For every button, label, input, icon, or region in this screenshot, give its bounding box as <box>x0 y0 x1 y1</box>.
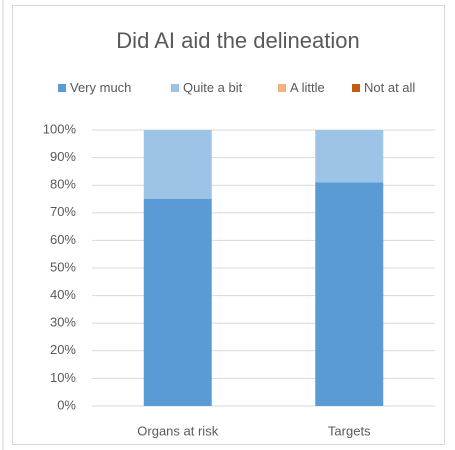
y-tick-label: 20% <box>50 342 76 357</box>
legend-label: Not at all <box>364 80 415 95</box>
legend-label: Very much <box>70 80 131 95</box>
x-tick-label: Targets <box>328 423 371 438</box>
bar-segment <box>315 182 384 406</box>
y-tick-label: 100% <box>43 121 77 136</box>
chart-border <box>12 5 445 445</box>
legend-swatch <box>58 84 66 92</box>
legend-label: Quite a bit <box>183 80 243 95</box>
bar-segment <box>315 130 384 183</box>
y-tick-label: 70% <box>50 204 76 219</box>
y-tick-label: 30% <box>50 315 76 330</box>
bar-segment <box>143 199 212 406</box>
legend-swatch <box>278 84 286 92</box>
y-tick-label: 80% <box>50 177 76 192</box>
y-tick-label: 50% <box>50 259 76 274</box>
y-tick-label: 90% <box>50 149 76 164</box>
bar-segment <box>143 130 212 199</box>
chart-title: Did AI aid the delineation <box>116 28 359 53</box>
y-tick-label: 60% <box>50 232 76 247</box>
legend-label: A little <box>290 80 325 95</box>
y-tick-label: 0% <box>57 397 76 412</box>
legend-swatch <box>171 84 179 92</box>
legend-swatch <box>352 84 360 92</box>
x-tick-label: Organs at risk <box>137 423 218 438</box>
y-tick-label: 40% <box>50 287 76 302</box>
y-tick-label: 10% <box>50 370 76 385</box>
